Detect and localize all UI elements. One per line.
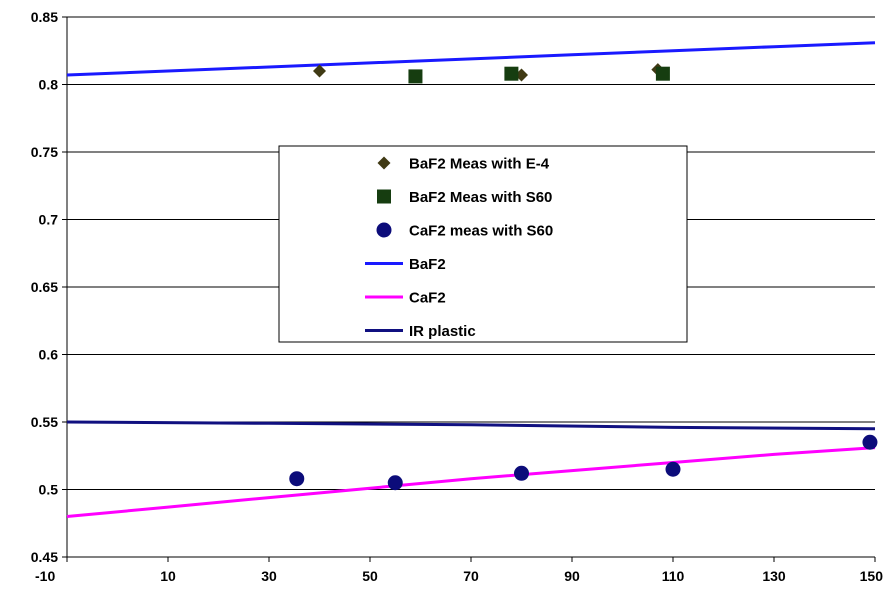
y-tick-label: 0.85 [31,9,58,25]
point-baf2-meas-with-e-4 [313,64,326,78]
legend-swatch-baf2-meas-with-s60 [377,189,391,204]
point-baf2-meas-with-s60 [504,66,519,81]
y-tick-label: 0.45 [31,549,58,565]
point-baf2-meas-with-s60 [408,69,423,84]
legend-label-caf2: CaF2 [409,290,446,307]
x-tick-label: 30 [261,568,277,584]
series-lines [66,41,876,518]
legend-label-baf2-meas-with-s60: BaF2 Meas with S60 [409,189,552,206]
series-line-caf2 [66,446,876,518]
legend-label-baf2: BaF2 [409,256,446,273]
y-axis-ticks: 0.45 0.5 0.55 0.6 0.65 0.7 0.75 0.8 0.85 [31,9,67,565]
point-caf2-meas-with-s60 [665,461,681,477]
x-tick-label: 90 [564,568,580,584]
series-markers [289,63,878,491]
y-tick-label: 0.65 [31,279,58,295]
x-tick-label: -10 [35,568,55,584]
y-tick-label: 0.55 [31,414,58,430]
legend-box [278,145,688,343]
x-tick-label: 70 [463,568,479,584]
point-caf2-meas-with-s60 [387,475,403,491]
point-caf2-meas-with-s60 [289,471,305,487]
y-tick-label: 0.8 [39,77,59,93]
x-tick-label: 150 [860,568,884,584]
y-tick-label: 0.75 [31,144,58,160]
x-tick-label: 10 [160,568,176,584]
point-caf2-meas-with-s60 [514,465,529,481]
x-axis-ticks: -10 10 30 50 70 90 110 130 150 [35,557,883,584]
legend-swatch-baf2-meas-with-e-4 [377,156,391,170]
x-tick-label: 130 [762,568,786,584]
point-caf2-meas-with-s60 [862,434,878,450]
y-tick-label: 0.7 [39,212,59,228]
series-line-baf2 [66,41,876,77]
legend-label-ir-plastic: IR plastic [409,323,476,340]
legend-label-baf2-meas-with-e-4: BaF2 Meas with E-4 [409,156,550,173]
series-line-ir-plastic [66,420,876,431]
legend: BaF2 Meas with E-4 BaF2 Meas with S60 CaF2… [278,145,688,343]
x-tick-label: 50 [362,568,378,584]
legend-swatch-caf2-meas-with-s60 [376,222,392,238]
x-tick-label: 110 [662,568,685,584]
point-baf2-meas-with-s60 [655,66,670,81]
legend-label-caf2-meas-with-s60: CaF2 meas with S60 [409,223,553,240]
y-tick-label: 0.5 [39,482,59,498]
y-tick-label: 0.6 [39,347,59,363]
